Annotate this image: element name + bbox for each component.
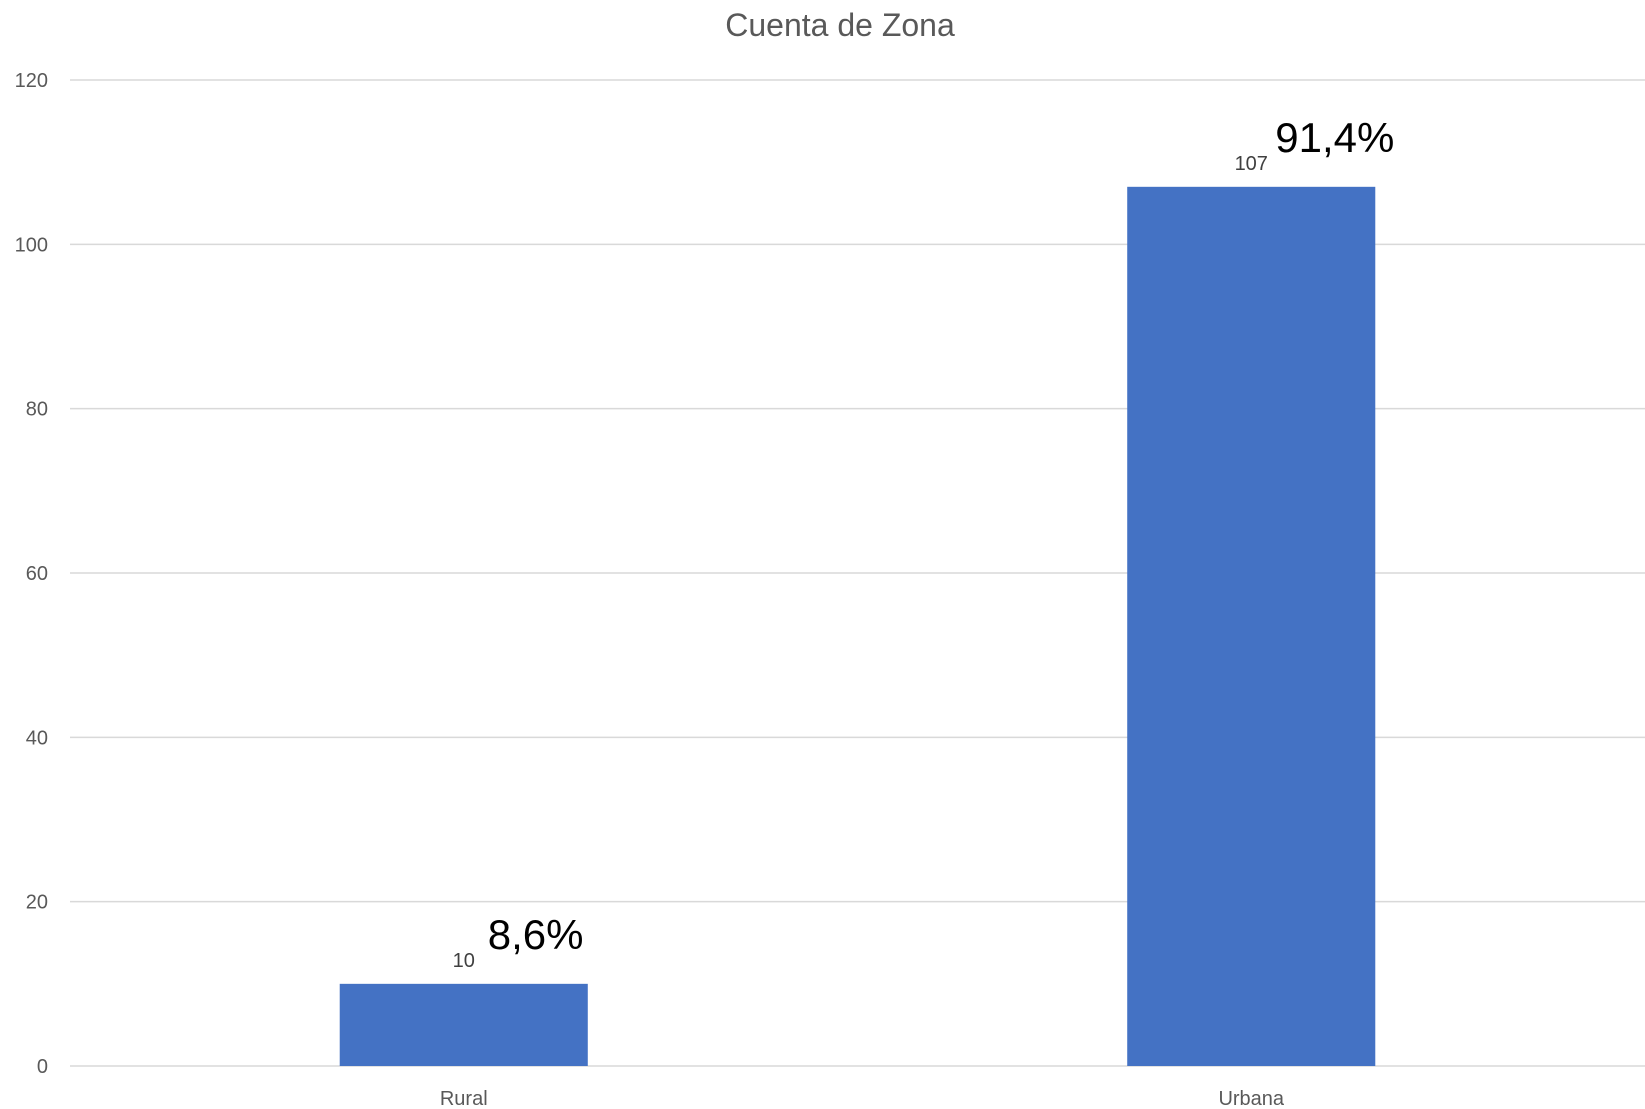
data-label: 10 [453,950,475,972]
y-axis-ticks: 0 20 40 60 80 100 120 [15,70,48,1078]
y-tick-label: 100 [15,234,48,256]
y-tick-label: 0 [37,1056,48,1078]
percent-label: 91,4% [1275,114,1394,161]
y-tick-label: 40 [26,727,48,749]
y-tick-label: 80 [26,399,48,421]
gridlines [70,79,1645,1067]
chart-title: Cuenta de Zona [725,7,955,43]
bar-rural [339,983,588,1066]
bars [339,186,1376,1067]
x-axis-ticks: Rural Urbana [440,1088,1285,1109]
y-tick-label: 20 [26,892,48,914]
y-tick-label: 120 [15,70,48,92]
percent-label: 8,6% [488,911,584,958]
x-tick-label: Urbana [1218,1088,1284,1109]
data-labels: 10 8,6% 107 91,4% [453,114,1395,972]
data-label: 107 [1235,153,1268,175]
x-tick-label: Rural [440,1088,488,1109]
y-tick-label: 60 [26,563,48,585]
bar-urbana [1127,186,1376,1067]
